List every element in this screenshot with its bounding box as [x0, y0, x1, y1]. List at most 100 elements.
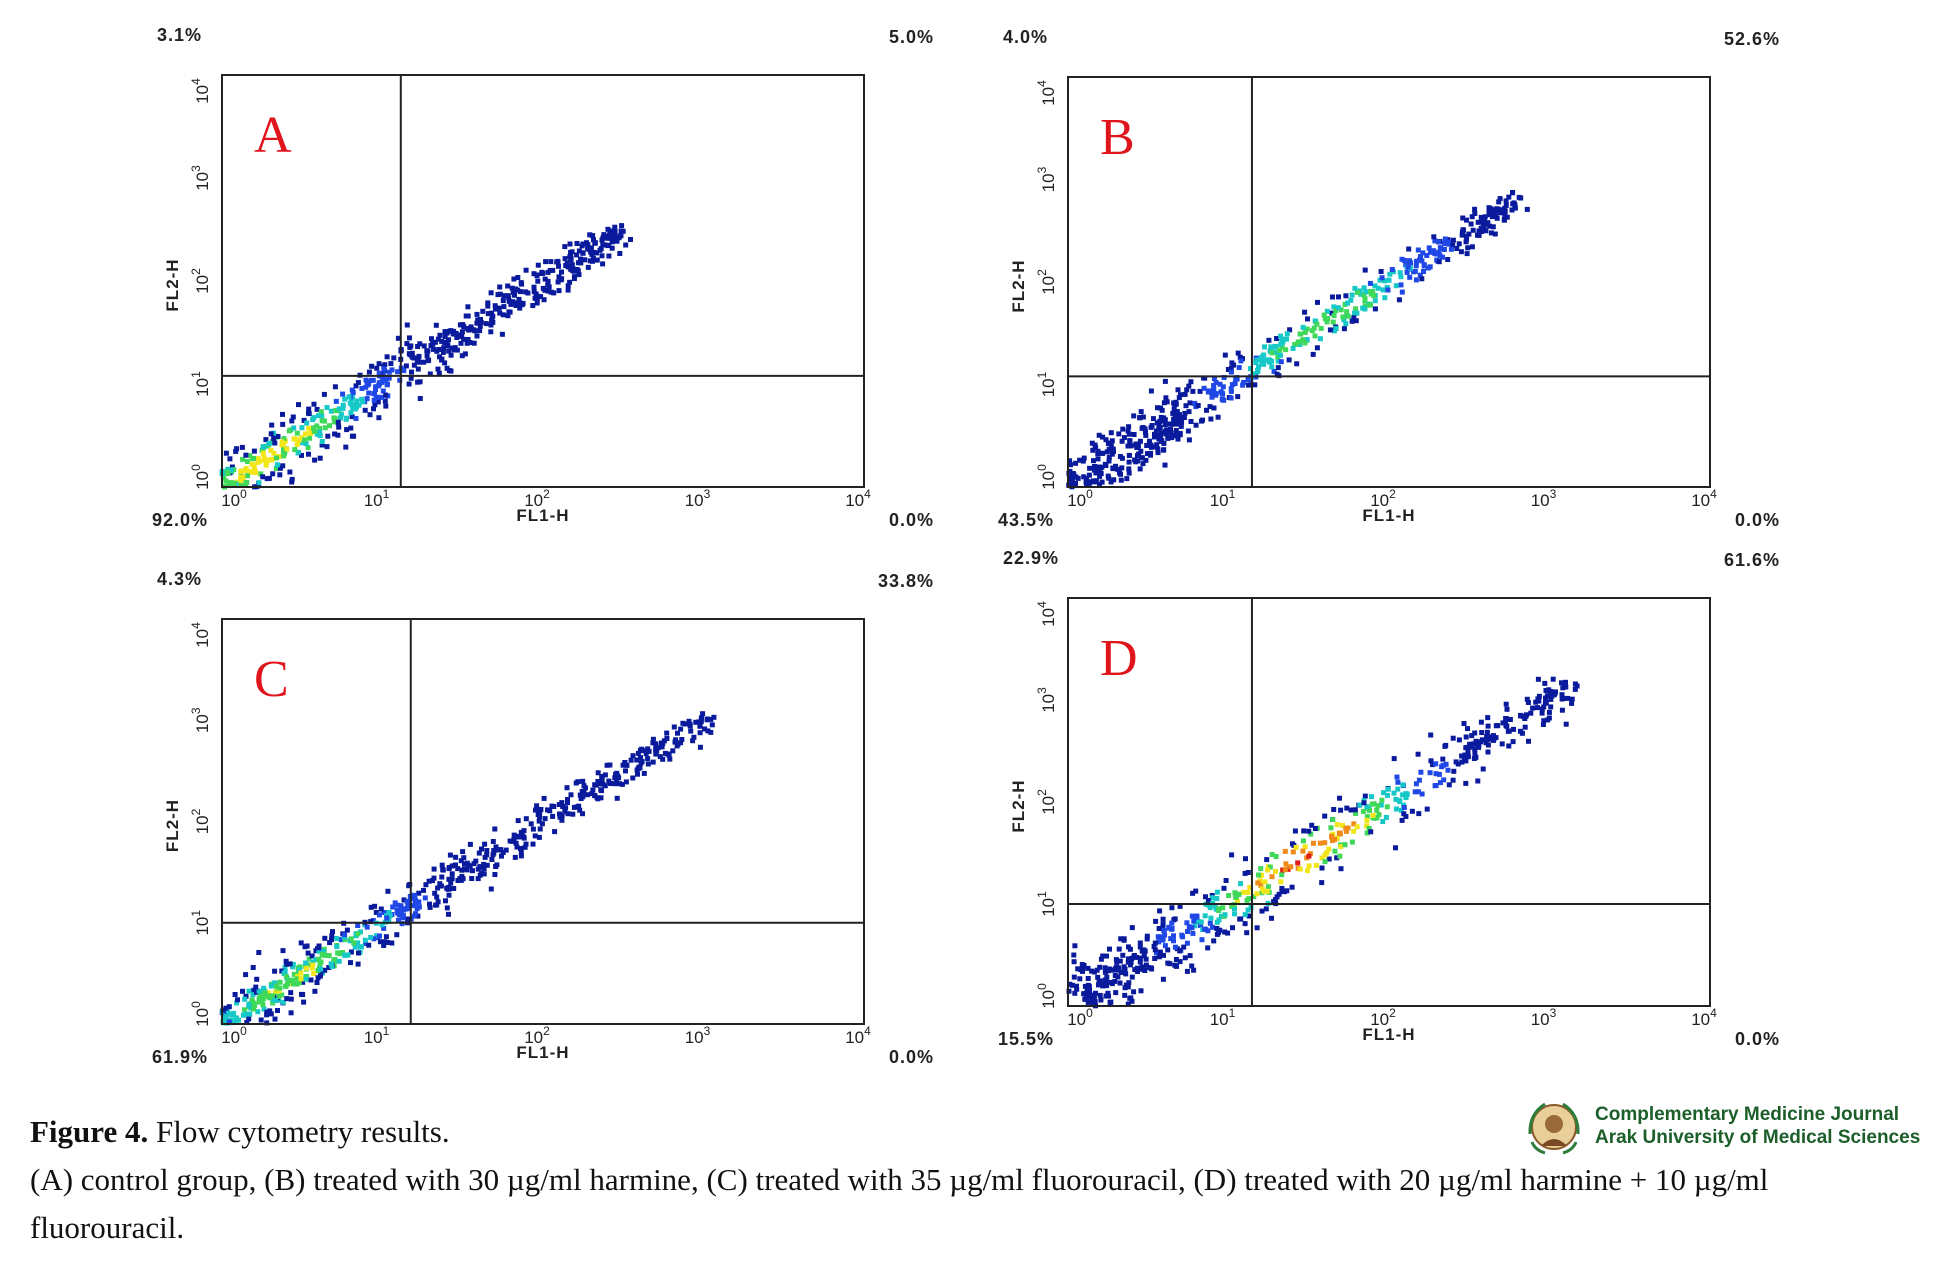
event-point	[1542, 680, 1548, 686]
event-point	[306, 425, 312, 431]
event-point	[319, 413, 325, 418]
event-point	[1428, 732, 1434, 738]
x-tick-label: 104	[1691, 1006, 1717, 1029]
event-point	[1472, 211, 1478, 216]
event-point	[240, 456, 246, 462]
event-point	[1404, 269, 1410, 275]
event-point	[1302, 309, 1308, 315]
event-point	[1312, 333, 1318, 339]
event-point	[427, 371, 433, 377]
event-point	[1503, 701, 1509, 707]
event-point	[1456, 241, 1462, 247]
event-point	[1357, 288, 1363, 294]
event-point	[1117, 958, 1123, 964]
quadrant-lower-right-pct: 0.0%	[889, 510, 934, 530]
event-point	[1421, 269, 1426, 274]
event-point	[318, 959, 324, 965]
event-point	[485, 300, 491, 306]
event-point	[564, 785, 570, 791]
event-point	[1139, 948, 1145, 954]
x-tick-label: 100	[1067, 1006, 1093, 1029]
event-point	[316, 956, 322, 962]
event-point	[1509, 207, 1515, 213]
x-tick-label: 103	[685, 1024, 711, 1047]
event-point	[1228, 389, 1234, 394]
event-point	[242, 996, 248, 1002]
event-point	[263, 437, 269, 443]
event-point	[1215, 414, 1221, 420]
event-point	[1297, 866, 1303, 872]
event-point	[330, 929, 335, 935]
event-point	[351, 940, 357, 946]
event-point	[1208, 915, 1214, 921]
event-point	[1332, 848, 1338, 854]
event-point	[353, 383, 359, 389]
event-point	[348, 960, 353, 966]
event-point	[440, 867, 446, 873]
event-point	[1162, 462, 1168, 468]
event-point	[1479, 219, 1485, 225]
event-point	[335, 432, 341, 438]
event-point	[1572, 681, 1578, 687]
event-point	[1144, 443, 1150, 448]
event-point	[595, 796, 601, 802]
event-point	[1187, 400, 1193, 406]
event-point	[1559, 680, 1564, 686]
event-point	[459, 322, 465, 328]
panel-letter: A	[254, 107, 292, 164]
event-point	[377, 939, 383, 945]
event-point	[411, 892, 417, 898]
event-point	[284, 996, 290, 1002]
event-point	[344, 927, 350, 933]
event-point	[302, 431, 308, 437]
event-point	[1298, 331, 1304, 337]
event-point	[1397, 270, 1403, 276]
event-point	[1078, 967, 1084, 973]
event-point	[404, 341, 410, 347]
event-point	[670, 748, 676, 754]
event-point	[1329, 833, 1334, 839]
event-point	[406, 381, 412, 387]
quadrant-lower-right-pct: 0.0%	[1735, 1029, 1780, 1049]
event-point	[311, 401, 317, 407]
event-point	[1169, 926, 1175, 932]
event-point	[1194, 914, 1200, 920]
event-point	[1189, 963, 1195, 969]
event-point	[1172, 916, 1178, 922]
event-point	[296, 980, 302, 986]
event-point	[290, 977, 296, 983]
event-point	[619, 223, 625, 229]
event-point	[1548, 704, 1554, 710]
y-tick-label: 102	[1035, 789, 1058, 815]
event-point	[1152, 947, 1158, 953]
event-point	[538, 294, 544, 300]
event-point	[1223, 878, 1229, 883]
event-point	[1177, 959, 1183, 965]
event-point	[481, 861, 487, 867]
y-tick-label: 100	[189, 1001, 212, 1027]
event-point	[565, 811, 571, 817]
event-point	[1459, 232, 1465, 238]
event-point	[489, 857, 495, 862]
event-point	[687, 723, 693, 729]
event-point	[1236, 891, 1242, 897]
event-point	[1300, 838, 1306, 844]
event-point	[1137, 944, 1143, 950]
event-point	[1093, 478, 1099, 484]
event-point	[413, 898, 418, 903]
event-point	[1294, 361, 1300, 367]
event-point	[1322, 840, 1328, 846]
event-point	[377, 933, 382, 939]
event-point	[1504, 716, 1509, 722]
event-point	[281, 453, 287, 459]
event-point	[1205, 945, 1211, 951]
event-point	[1095, 451, 1101, 457]
event-point	[1157, 934, 1163, 940]
event-point	[1067, 475, 1073, 480]
event-point	[315, 975, 321, 981]
event-point	[650, 736, 656, 742]
event-point	[405, 916, 411, 922]
event-point	[1070, 474, 1076, 480]
event-point	[1353, 811, 1359, 816]
quadrant-upper-left-pct: 22.9%	[1003, 548, 1059, 568]
